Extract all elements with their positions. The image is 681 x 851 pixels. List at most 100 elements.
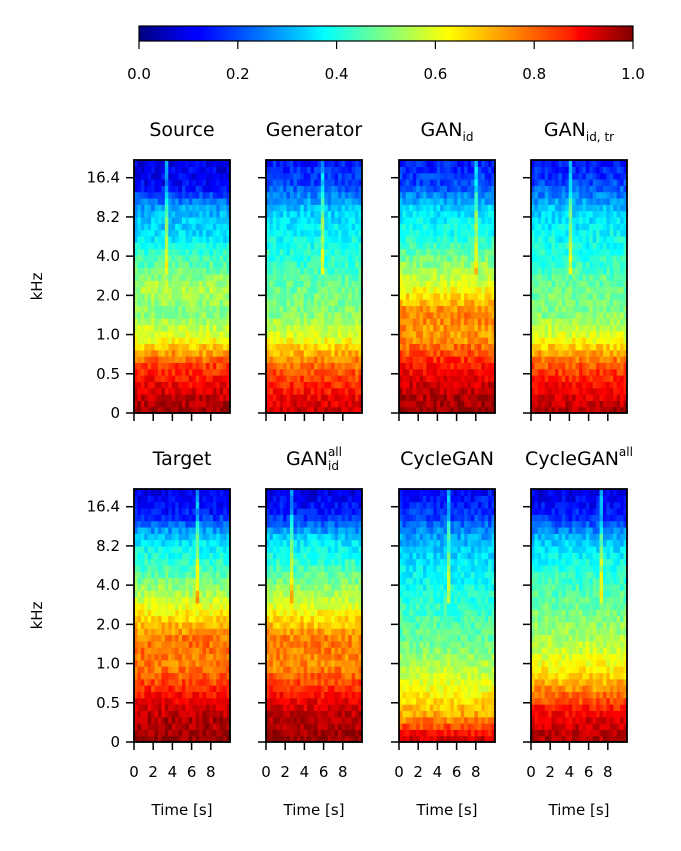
heatmap-cell <box>182 368 187 376</box>
heatmap-cell <box>344 197 349 205</box>
heatmap-cell <box>585 406 590 414</box>
heatmap-cell <box>419 324 424 332</box>
heatmap-cell <box>327 299 332 307</box>
heatmap-cell <box>341 267 346 275</box>
heatmap-cell <box>158 286 163 294</box>
heatmap-cell <box>596 261 601 269</box>
heatmap-cell <box>348 394 353 401</box>
heatmap-cell <box>423 343 428 351</box>
heatmap-cell <box>175 735 180 743</box>
heatmap-cell <box>209 406 214 414</box>
heatmap-cell <box>158 292 163 300</box>
heatmap-cell <box>269 318 274 326</box>
heatmap-cell <box>423 394 428 401</box>
heatmap-cell <box>344 216 349 224</box>
heatmap-cell <box>488 368 493 376</box>
heatmap-cell <box>338 261 343 269</box>
heatmap-cell <box>154 185 159 193</box>
heatmap-cell <box>606 261 611 269</box>
heatmap-cell <box>178 178 183 186</box>
heatmap-cell <box>491 343 496 351</box>
heatmap-cell <box>358 349 363 357</box>
heatmap-cell <box>300 172 305 180</box>
heatmap-cell <box>199 406 204 414</box>
heatmap-cell <box>334 229 339 237</box>
heatmap-cell <box>334 242 339 250</box>
heatmap-cell <box>134 710 139 718</box>
heatmap-cell <box>137 299 142 307</box>
heatmap-cell <box>185 710 190 718</box>
heatmap-cell <box>272 299 277 307</box>
heatmap-cell <box>276 387 281 395</box>
heatmap-cell <box>399 280 404 288</box>
heatmap-cell <box>334 254 339 262</box>
heatmap-cell <box>151 160 156 167</box>
heatmap-cell <box>144 710 149 718</box>
heatmap-cell <box>491 248 496 256</box>
heatmap-cell <box>206 400 211 408</box>
heatmap-cell <box>341 324 346 332</box>
heatmap-cell <box>606 242 611 250</box>
heatmap-cell <box>453 185 458 193</box>
heatmap-cell <box>216 210 221 218</box>
heatmap-cell <box>303 311 308 319</box>
heatmap-cell <box>212 305 217 313</box>
heatmap-cell <box>447 261 452 269</box>
heatmap-cell <box>178 653 183 661</box>
heatmap-cell <box>355 273 360 281</box>
heatmap-cell <box>541 273 546 281</box>
heatmap-cell <box>192 235 197 243</box>
heatmap-cell <box>453 324 458 332</box>
heatmap-cell <box>467 216 472 224</box>
heatmap-cell <box>164 375 169 382</box>
heatmap-cell <box>320 330 325 338</box>
heatmap-cell <box>317 356 322 363</box>
heatmap-cell <box>158 305 163 313</box>
heatmap-cell <box>464 254 469 262</box>
heatmap-cell <box>561 286 566 294</box>
heatmap-cell <box>477 160 482 167</box>
heatmap-cell <box>154 191 159 199</box>
heatmap-cell <box>341 305 346 313</box>
heatmap-cell <box>168 710 173 718</box>
heatmap-cell <box>565 248 570 256</box>
heatmap-cell <box>537 248 542 256</box>
heatmap-cell <box>616 381 621 389</box>
heatmap-cell <box>616 273 621 281</box>
heatmap-cell <box>338 324 343 332</box>
heatmap-cell <box>182 172 187 180</box>
heatmap-cell <box>223 172 228 180</box>
heatmap-cell <box>409 172 414 180</box>
heatmap-cell <box>348 216 353 224</box>
heatmap-cell <box>266 286 271 294</box>
heatmap-cell <box>188 235 193 243</box>
heatmap-cell <box>572 267 577 275</box>
heatmap-cell <box>219 267 224 275</box>
heatmap-cell <box>134 216 139 224</box>
heatmap-cell <box>623 330 628 338</box>
heatmap-cell <box>609 248 614 256</box>
heatmap-cell <box>206 678 211 686</box>
heatmap-cell <box>226 248 231 256</box>
heatmap-cell <box>195 659 200 667</box>
heatmap-cell <box>199 185 204 193</box>
heatmap-cell <box>307 191 312 199</box>
heatmap-cell <box>314 204 319 212</box>
heatmap-cell <box>433 273 438 281</box>
heatmap-cell <box>541 356 546 363</box>
heatmap-cell <box>568 172 573 180</box>
heatmap-cell <box>164 254 169 262</box>
heatmap-cell <box>269 305 274 313</box>
heatmap-cell <box>555 248 560 256</box>
heatmap-cell <box>161 375 166 382</box>
heatmap-cell <box>572 356 577 363</box>
heatmap-cell <box>226 223 231 231</box>
heatmap-cell <box>582 178 587 186</box>
heatmap-cell <box>484 318 489 326</box>
heatmap-cell <box>464 362 469 370</box>
heatmap-cell <box>450 242 455 250</box>
heatmap-cell <box>147 330 152 338</box>
heatmap-cell <box>589 400 594 408</box>
heatmap-cell <box>474 292 479 300</box>
heatmap-cell <box>269 330 274 338</box>
